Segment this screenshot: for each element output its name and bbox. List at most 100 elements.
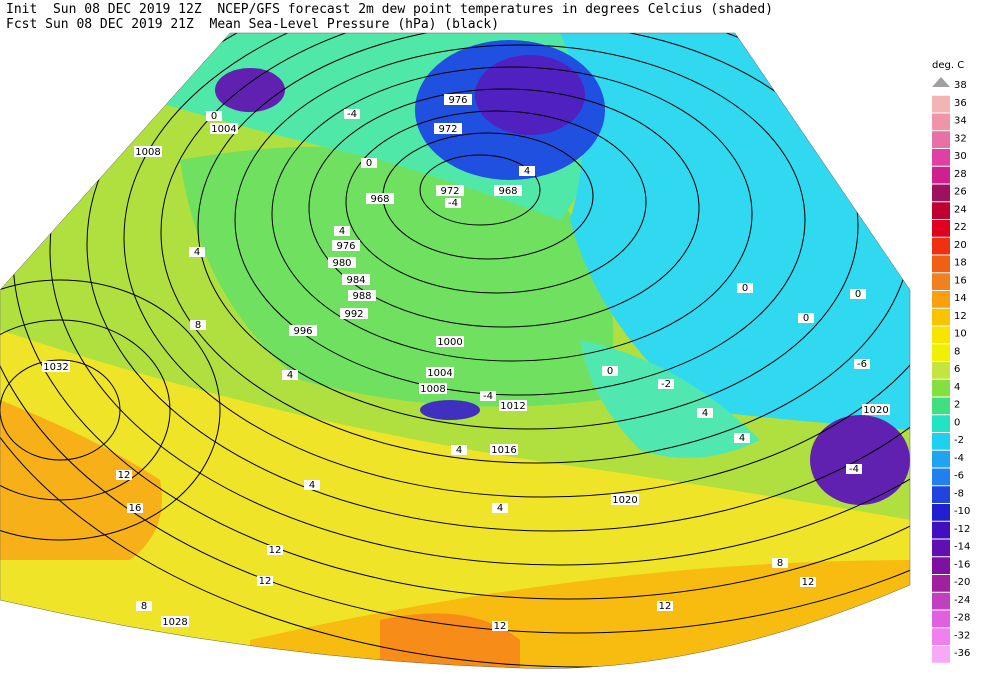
legend-label: 16 xyxy=(954,275,967,286)
isobar xyxy=(419,154,541,226)
legend-label: 30 xyxy=(954,151,967,162)
legend-label: 8 xyxy=(954,346,960,357)
legend-swatch xyxy=(932,220,950,237)
legend-label: 12 xyxy=(954,311,967,322)
legend-swatch xyxy=(932,113,950,131)
isobar-label-bg xyxy=(340,308,368,319)
isobar xyxy=(308,88,700,328)
isobar-label-bg xyxy=(862,404,890,415)
legend-label: 32 xyxy=(954,133,967,144)
isobar xyxy=(197,33,859,430)
isobar-label: 1012 xyxy=(500,401,525,412)
dewpoint-label: 0 xyxy=(855,289,861,300)
isobar xyxy=(86,33,910,532)
legend-label: 24 xyxy=(954,204,967,215)
shade-purple xyxy=(420,400,480,420)
legend-swatch xyxy=(932,344,950,361)
legend-label: -32 xyxy=(954,630,970,641)
isobar-label-bg xyxy=(366,193,394,204)
isobar-label-bg xyxy=(161,616,189,627)
dewpoint-label: 4 xyxy=(194,247,200,258)
isobar-label-bg xyxy=(494,185,522,196)
shade-teal xyxy=(580,340,760,458)
dewpoint-label: 12 xyxy=(118,470,131,481)
dewpoint-label: -4 xyxy=(448,198,458,209)
dewpoint-label-bg xyxy=(361,158,377,168)
isobar xyxy=(0,279,221,541)
legend-swatch xyxy=(932,415,950,432)
legend-swatch xyxy=(932,592,950,610)
dewpoint-label-bg xyxy=(445,198,461,208)
dewpoint-label-bg xyxy=(697,408,713,418)
dewpoint-label-bg xyxy=(190,320,206,330)
isobar-label: 1032 xyxy=(43,362,68,373)
legend-label: -6 xyxy=(954,471,964,482)
isobar-label: 968 xyxy=(370,194,389,205)
legend-label: 38 xyxy=(954,80,967,91)
legend-label: 22 xyxy=(954,222,967,233)
legend-swatch xyxy=(932,504,950,521)
isobar-label: 1020 xyxy=(863,405,888,416)
shade-purple xyxy=(215,68,285,112)
legend-swatch xyxy=(932,237,950,255)
legend-swatch xyxy=(932,628,950,645)
isobar-label-bg xyxy=(134,146,162,157)
map-border xyxy=(0,32,911,669)
isobar xyxy=(49,33,910,566)
isobar-label-bg xyxy=(611,494,639,505)
dewpoint-label-bg xyxy=(480,391,496,401)
isobar-label-bg xyxy=(332,240,360,251)
isobar-label-bg xyxy=(42,361,70,372)
legend-label: 28 xyxy=(954,169,967,180)
dewpoint-label: 8 xyxy=(777,558,783,569)
isobar-label: 976 xyxy=(336,241,355,252)
isobar-label: 988 xyxy=(352,291,371,302)
isobar-label-bg xyxy=(342,274,370,285)
dewpoint-label-bg xyxy=(800,577,816,587)
isobar xyxy=(123,33,910,498)
legend-swatch xyxy=(932,379,950,397)
dewpoint-label: 4 xyxy=(287,370,293,381)
dewpoint-label-bg xyxy=(846,464,862,474)
dewpoint-label-bg xyxy=(127,503,143,513)
dewpoint-label-bg xyxy=(657,601,673,611)
dewpoint-label-bg xyxy=(136,601,152,611)
isobar-label: 992 xyxy=(344,309,363,320)
legend-label: -10 xyxy=(954,506,970,517)
isobar-label-bg xyxy=(434,123,462,134)
legend-label: 4 xyxy=(954,382,960,393)
legend-swatch xyxy=(932,468,950,486)
legend-label: 34 xyxy=(954,116,967,127)
dewpoint-label: -4 xyxy=(849,464,859,475)
dewpoint-label: 12 xyxy=(269,545,282,556)
isobar-label: 1028 xyxy=(162,617,187,628)
header-line: Fcst Sun 08 DEC 2019 21Z Mean Sea-Level … xyxy=(6,17,499,32)
dewpoint-label-bg xyxy=(737,283,753,293)
isobar-label-bg xyxy=(348,290,376,301)
legend-swatch xyxy=(932,273,950,290)
dewpoint-label-bg xyxy=(116,470,132,480)
dewpoint-label: 12 xyxy=(802,577,815,588)
legend-swatch xyxy=(932,166,950,184)
isobar-label-bg xyxy=(444,94,472,105)
legend-swatch xyxy=(932,184,950,202)
legend-arrow xyxy=(932,77,950,87)
dewpoint-label-bg xyxy=(850,289,866,299)
shade-orange xyxy=(0,400,162,560)
isobar-label: 980 xyxy=(332,258,351,269)
dewpoint-label-bg xyxy=(854,359,870,369)
legend-swatch xyxy=(932,308,950,326)
legend-swatch xyxy=(932,362,950,379)
legend-swatch xyxy=(932,521,950,539)
isobar xyxy=(345,110,647,294)
dewpoint-label: 0 xyxy=(742,283,748,294)
legend-swatch xyxy=(932,557,950,574)
dewpoint-label: 4 xyxy=(456,445,462,456)
dewpoint-label-bg xyxy=(734,433,750,443)
dewpoint-label: 12 xyxy=(494,621,507,632)
legend-label: 20 xyxy=(954,240,967,251)
dewpoint-label-bg xyxy=(772,558,788,568)
